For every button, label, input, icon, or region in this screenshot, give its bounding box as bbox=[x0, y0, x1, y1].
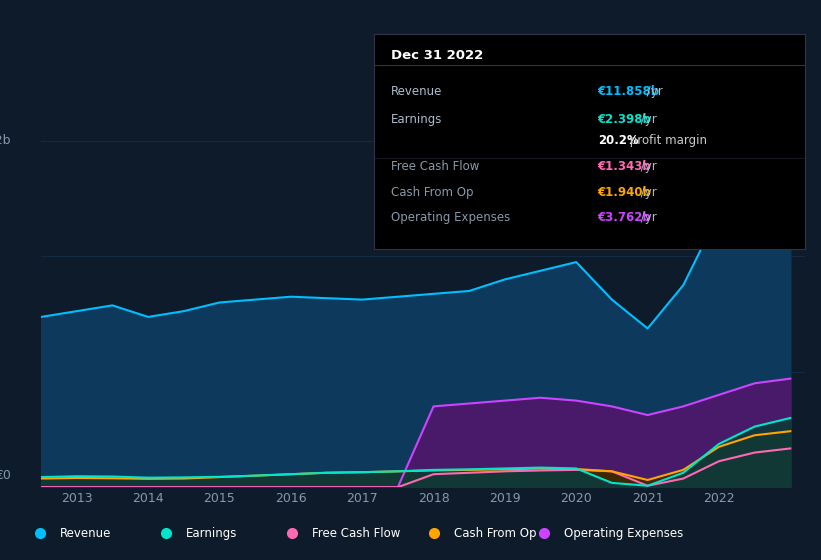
Text: Earnings: Earnings bbox=[186, 527, 237, 540]
Text: Earnings: Earnings bbox=[391, 113, 443, 127]
Text: Revenue: Revenue bbox=[60, 527, 111, 540]
Text: Cash From Op: Cash From Op bbox=[454, 527, 536, 540]
Text: €11.858b: €11.858b bbox=[598, 85, 660, 99]
Text: Dec 31 2022: Dec 31 2022 bbox=[391, 49, 483, 62]
Text: €0: €0 bbox=[0, 469, 11, 483]
Text: €3.762b: €3.762b bbox=[598, 212, 651, 225]
Text: Revenue: Revenue bbox=[391, 85, 443, 99]
Text: Free Cash Flow: Free Cash Flow bbox=[391, 160, 479, 172]
Text: Operating Expenses: Operating Expenses bbox=[391, 212, 510, 225]
Text: €1.343b: €1.343b bbox=[598, 160, 651, 172]
Text: /yr: /yr bbox=[637, 185, 657, 199]
Text: Free Cash Flow: Free Cash Flow bbox=[312, 527, 401, 540]
Text: Operating Expenses: Operating Expenses bbox=[564, 527, 683, 540]
Text: €12b: €12b bbox=[0, 134, 11, 147]
Text: 20.2%: 20.2% bbox=[598, 134, 639, 147]
Text: /yr: /yr bbox=[637, 113, 657, 127]
Text: /yr: /yr bbox=[637, 212, 657, 225]
Text: €2.398b: €2.398b bbox=[598, 113, 652, 127]
Text: €1.940b: €1.940b bbox=[598, 185, 652, 199]
Text: Cash From Op: Cash From Op bbox=[391, 185, 473, 199]
Text: /yr: /yr bbox=[637, 160, 657, 172]
Text: profit margin: profit margin bbox=[626, 134, 707, 147]
Text: /yr: /yr bbox=[643, 85, 663, 99]
